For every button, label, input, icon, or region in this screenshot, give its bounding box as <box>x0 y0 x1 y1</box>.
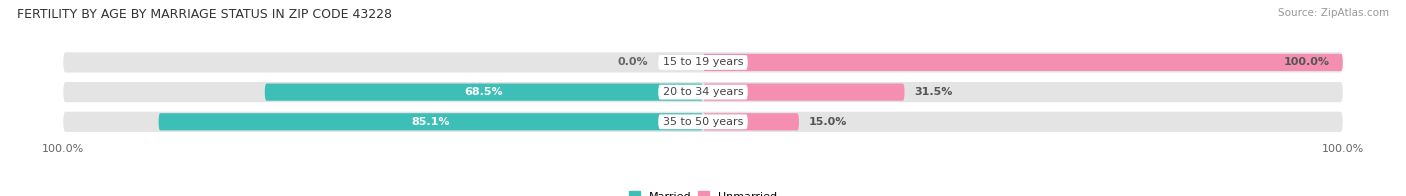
Text: 68.5%: 68.5% <box>464 87 503 97</box>
Text: FERTILITY BY AGE BY MARRIAGE STATUS IN ZIP CODE 43228: FERTILITY BY AGE BY MARRIAGE STATUS IN Z… <box>17 8 392 21</box>
FancyBboxPatch shape <box>63 52 1343 73</box>
FancyBboxPatch shape <box>658 55 748 70</box>
Text: 15 to 19 years: 15 to 19 years <box>662 57 744 67</box>
Text: 35 to 50 years: 35 to 50 years <box>662 117 744 127</box>
FancyBboxPatch shape <box>658 114 748 129</box>
FancyBboxPatch shape <box>658 85 748 100</box>
FancyBboxPatch shape <box>63 82 1343 102</box>
Text: 31.5%: 31.5% <box>914 87 952 97</box>
Legend: Married, Unmarried: Married, Unmarried <box>624 187 782 196</box>
FancyBboxPatch shape <box>703 113 799 130</box>
Text: 100.0%: 100.0% <box>1284 57 1330 67</box>
FancyBboxPatch shape <box>703 54 1343 71</box>
FancyBboxPatch shape <box>159 113 703 130</box>
Text: Source: ZipAtlas.com: Source: ZipAtlas.com <box>1278 8 1389 18</box>
FancyBboxPatch shape <box>264 83 703 101</box>
FancyBboxPatch shape <box>63 112 1343 132</box>
FancyBboxPatch shape <box>703 83 904 101</box>
Text: 85.1%: 85.1% <box>412 117 450 127</box>
Text: 20 to 34 years: 20 to 34 years <box>662 87 744 97</box>
Text: 15.0%: 15.0% <box>808 117 846 127</box>
Text: 0.0%: 0.0% <box>619 57 648 67</box>
